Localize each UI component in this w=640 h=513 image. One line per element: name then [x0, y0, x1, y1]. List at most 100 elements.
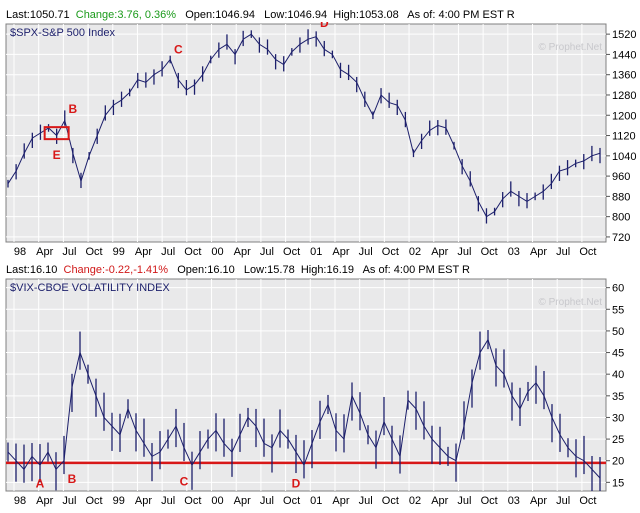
x-tick-label: Apr [332, 246, 349, 258]
x-tick-label: 00 [211, 246, 223, 258]
vix-open: Open:16.10 [177, 264, 235, 276]
x-tick-label: Oct [579, 495, 596, 507]
x-tick-label: Oct [283, 495, 300, 507]
x-tick-label: Apr [36, 246, 53, 258]
y-tick-label: 1120 [612, 131, 636, 143]
y-tick-label: 25 [612, 434, 624, 446]
spx-last: Last:1050.71 [6, 9, 70, 21]
x-tick-label: Apr [234, 246, 251, 258]
annotation-label: C [174, 42, 183, 56]
y-tick-label: 800 [612, 212, 630, 224]
chart-title: $SPX-S&P 500 Index [10, 27, 115, 39]
vix-high: High:16.19 [300, 264, 355, 276]
x-tick-label: Jul [359, 246, 373, 258]
vix-quote-bar: Last:16.10 Change:-0.22,-1.41% Open:16.1… [6, 264, 470, 276]
spx-chart: 98 Apr Jul Oct 99 Apr Jul Oct 00 Apr Jul Oct 01 Apr Ju… [5, 22, 636, 258]
y-tick-label: 55 [612, 304, 624, 316]
annotation-label: D [320, 22, 329, 30]
x-tick-label: Oct [283, 246, 300, 258]
spx-quote-bar: Last:1050.71 Change:3.76, 0.36% Open:104… [6, 9, 515, 21]
x-tick-label: Jul [260, 495, 274, 507]
x-tick-label: 02 [409, 495, 421, 507]
x-tick-label: Oct [382, 495, 399, 507]
x-tick-label: Jul [556, 246, 570, 258]
y-tick-label: 720 [612, 232, 630, 244]
y-tick-label: 1440 [612, 49, 636, 61]
spx-high: High:1053.08 [333, 9, 399, 21]
x-tick-label: 99 [113, 495, 125, 507]
vix-last: Last:16.10 [6, 264, 58, 276]
chart-title: $VIX-CBOE VOLATILITY INDEX [10, 282, 170, 294]
y-tick-label: 40 [612, 369, 624, 381]
x-tick-label: Oct [382, 246, 399, 258]
x-tick-label: 98 [14, 495, 26, 507]
x-tick-label: 03 [508, 246, 520, 258]
x-tick-label: Jul [161, 246, 175, 258]
x-tick-label: Jul [260, 246, 274, 258]
x-tick-label: Apr [530, 495, 547, 507]
x-tick-label: Oct [184, 495, 201, 507]
plot-area [5, 23, 607, 243]
x-tick-label: 01 [310, 246, 322, 258]
watermark: © Prophet.Net [538, 297, 602, 308]
y-tick-label: 15 [612, 477, 624, 489]
y-tick-label: 1200 [612, 110, 636, 122]
x-tick-label: Oct [579, 246, 596, 258]
y-tick-label: 30 [612, 412, 624, 424]
vix-low: Low:15.78 [243, 264, 295, 276]
x-tick-label: Oct [481, 246, 498, 258]
x-tick-label: 03 [508, 495, 520, 507]
x-tick-label: 02 [409, 246, 421, 258]
x-tick-label: Oct [184, 246, 201, 258]
x-tick-label: Oct [481, 495, 498, 507]
x-tick-label: Oct [86, 495, 103, 507]
annotation-label: B [68, 472, 77, 486]
x-tick-label: 01 [310, 495, 322, 507]
y-tick-label: 1360 [612, 70, 636, 82]
highlight-box [43, 126, 70, 141]
price-line [7, 338, 601, 479]
x-tick-label: Apr [530, 246, 547, 258]
x-tick-label: Apr [234, 495, 251, 507]
y-tick-label: 45 [612, 348, 624, 360]
y-tick-label: 1040 [612, 151, 636, 163]
x-tick-label: Apr [36, 495, 53, 507]
x-tick-label: 00 [211, 495, 223, 507]
x-tick-label: Apr [431, 246, 448, 258]
x-tick-label: Apr [332, 495, 349, 507]
spx-asof: As of: 4:00 PM EST R [407, 9, 515, 21]
annotation-label: B [69, 102, 78, 116]
annotation-label: D [292, 477, 301, 491]
x-tick-label: Jul [457, 246, 471, 258]
y-tick-label: 50 [612, 326, 624, 338]
x-tick-label: Jul [161, 495, 175, 507]
y-tick-label: 60 [612, 283, 624, 295]
y-tick-label: 960 [612, 171, 630, 183]
x-tick-label: 99 [113, 246, 125, 258]
y-tick-label: 1520 [612, 29, 636, 41]
spx-open: Open:1046.94 [185, 9, 255, 21]
watermark: © Prophet.Net [538, 42, 602, 53]
x-tick-label: Jul [556, 495, 570, 507]
spx-low: Low:1046.94 [264, 9, 328, 21]
plot-area [5, 278, 607, 492]
x-tick-label: Jul [62, 246, 76, 258]
spx-change: Change:3.76, 0.36% [75, 9, 177, 21]
vix-asof: As of: 4:00 PM EST R [362, 264, 470, 276]
x-tick-label: Apr [135, 246, 152, 258]
y-tick-label: 880 [612, 191, 630, 203]
vix-chart: 98 Apr Jul Oct 99 Apr Jul Oct 00 Apr Jul Oct 01 Apr Ju… [5, 278, 624, 507]
x-tick-label: Jul [62, 495, 76, 507]
x-tick-label: Apr [135, 495, 152, 507]
y-tick-label: 35 [612, 391, 624, 403]
x-tick-label: Jul [359, 495, 373, 507]
annotation-label: C [180, 474, 189, 488]
x-tick-label: 98 [14, 246, 26, 258]
price-line [7, 33, 601, 218]
annotation-label: E [53, 148, 61, 162]
x-tick-label: Oct [86, 246, 103, 258]
y-tick-label: 1280 [612, 90, 636, 102]
y-tick-label: 20 [612, 456, 624, 468]
annotation-label: A [36, 477, 45, 491]
